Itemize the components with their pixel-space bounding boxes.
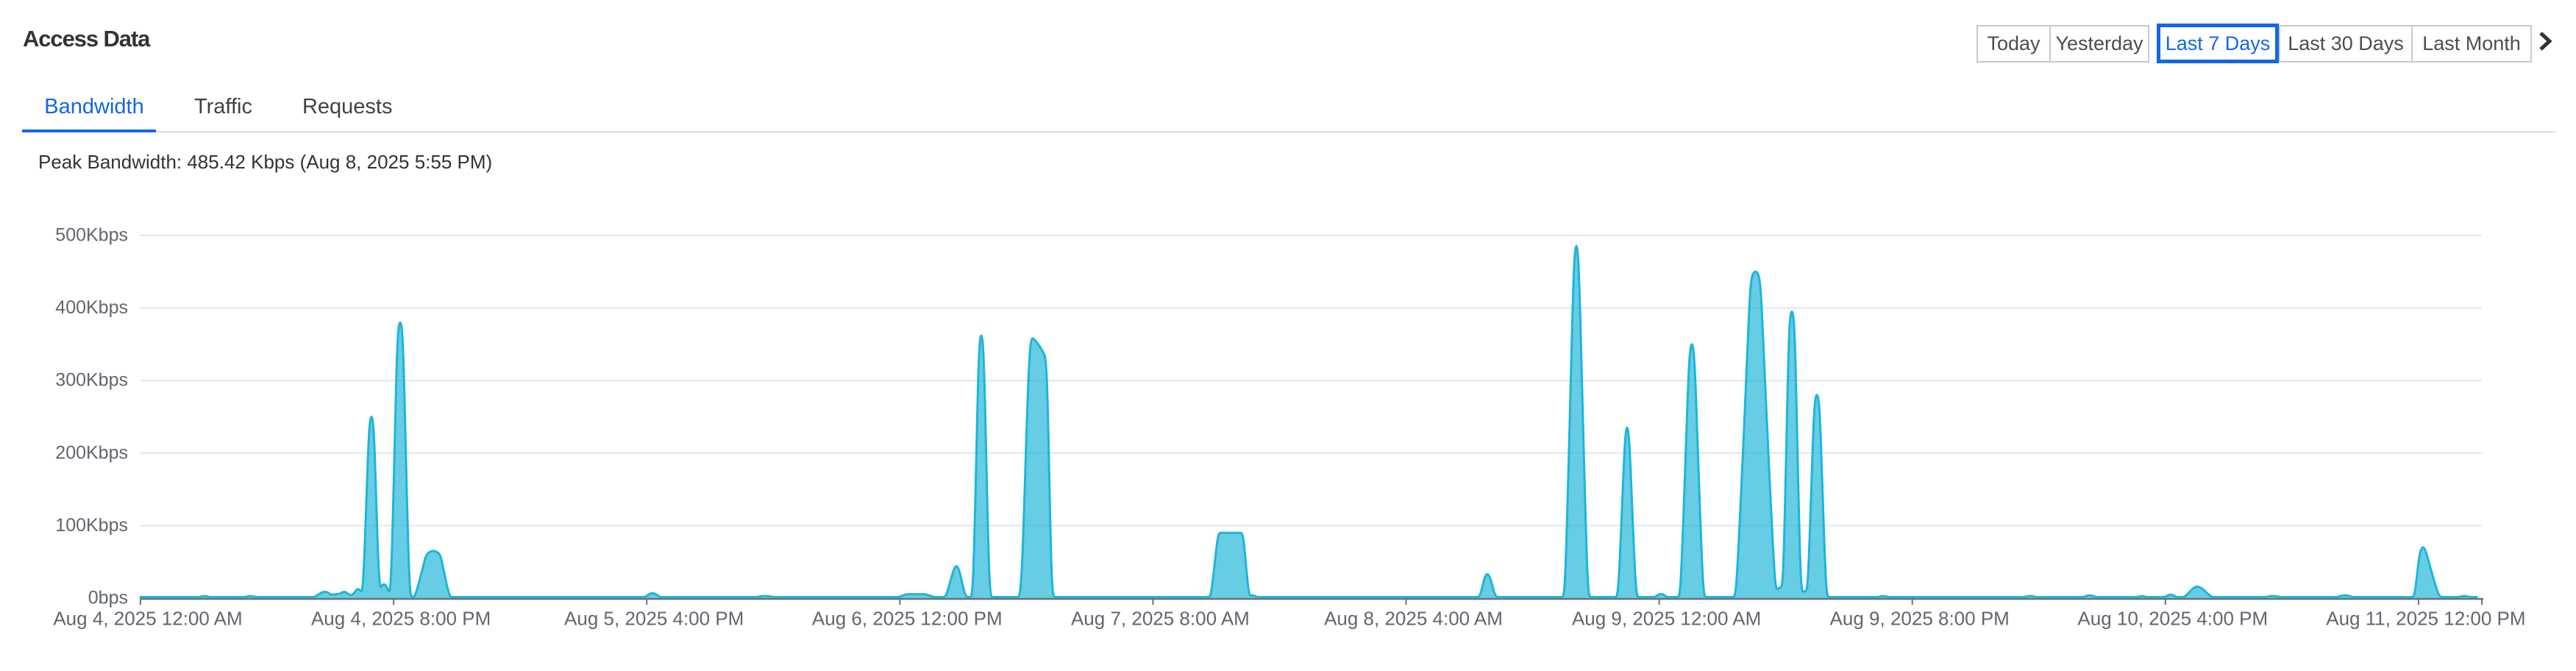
svg-text:0bps: 0bps xyxy=(88,588,128,608)
svg-text:500Kbps: 500Kbps xyxy=(55,225,128,246)
svg-text:Aug 5, 2025 4:00 PM: Aug 5, 2025 4:00 PM xyxy=(564,608,744,630)
svg-text:Aug 9, 2025 12:00 AM: Aug 9, 2025 12:00 AM xyxy=(1572,608,1761,630)
svg-text:Aug 9, 2025 8:00 PM: Aug 9, 2025 8:00 PM xyxy=(1830,608,2010,630)
svg-text:300Kbps: 300Kbps xyxy=(55,370,128,391)
svg-text:Aug 7, 2025 8:00 AM: Aug 7, 2025 8:00 AM xyxy=(1071,608,1250,630)
svg-text:200Kbps: 200Kbps xyxy=(55,442,128,463)
svg-text:Aug 11, 2025 12:00 PM: Aug 11, 2025 12:00 PM xyxy=(2326,608,2525,630)
svg-text:Aug 4, 2025 12:00 AM: Aug 4, 2025 12:00 AM xyxy=(53,608,242,630)
svg-text:Aug 10, 2025 4:00 PM: Aug 10, 2025 4:00 PM xyxy=(2077,608,2268,630)
svg-text:400Kbps: 400Kbps xyxy=(55,297,128,318)
svg-text:Aug 8, 2025 4:00 AM: Aug 8, 2025 4:00 AM xyxy=(1324,608,1503,630)
svg-text:100Kbps: 100Kbps xyxy=(55,515,128,536)
svg-text:Aug 6, 2025 12:00 PM: Aug 6, 2025 12:00 PM xyxy=(812,608,1003,630)
svg-text:Aug 4, 2025 8:00 PM: Aug 4, 2025 8:00 PM xyxy=(311,608,491,630)
